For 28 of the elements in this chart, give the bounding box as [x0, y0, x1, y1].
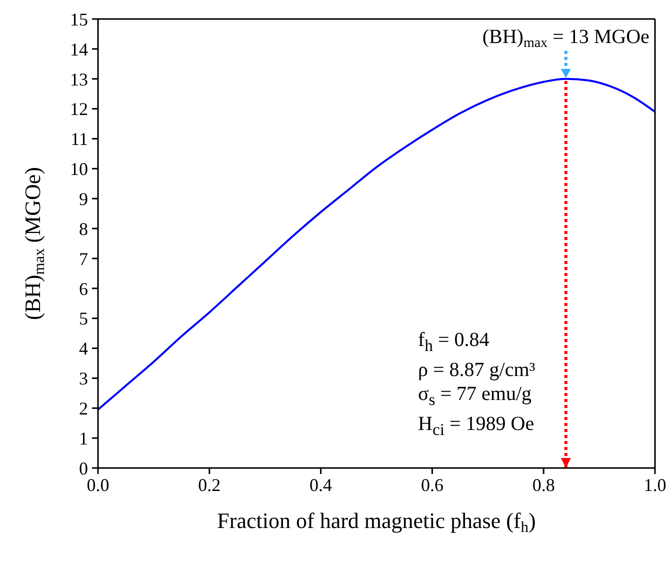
- y-tick-label: 12: [70, 99, 88, 120]
- y-tick-label: 2: [79, 398, 88, 419]
- y-tick-label: 0: [79, 458, 88, 478]
- annotation: (BH)$_{max}$ = 13 MGOe: [482, 26, 650, 50]
- annotation: f$_{h}$ = 0.84: [418, 328, 490, 357]
- annotation: σ$_{s}$ = 77 emu/g: [418, 382, 533, 411]
- x-tick-label: 0.2: [198, 474, 221, 495]
- y-tick-label: 1: [79, 428, 88, 448]
- y-tick-label: 14: [70, 39, 88, 60]
- annotation: ρ = 8.87 g/cm³: [418, 358, 536, 382]
- y-tick-label: 15: [70, 9, 88, 30]
- y-tick-label: 8: [79, 218, 88, 239]
- x-axis-title: Fraction of hard magnetic phase (f$_{h}$): [217, 508, 536, 536]
- annotation: H$_{ci}$ = 1989 Oe: [418, 412, 536, 441]
- y-tick-label: 7: [79, 248, 88, 269]
- y-tick-label: 13: [70, 69, 88, 90]
- y-tick-label: 4: [79, 338, 88, 359]
- x-tick-label: 1.0: [644, 474, 666, 495]
- y-tick-label: 6: [79, 278, 88, 299]
- x-tick-label: 0.8: [532, 474, 555, 495]
- x-tick-label: 0.4: [310, 474, 332, 495]
- y-tick-label: 5: [79, 308, 88, 329]
- y-tick-label: 11: [70, 129, 88, 150]
- y-tick-label: 9: [79, 188, 88, 209]
- y-tick-label: 10: [70, 159, 88, 180]
- x-tick-label: 0.6: [420, 474, 444, 495]
- y-tick-label: 3: [79, 368, 88, 389]
- x-tick-label: 0.0: [86, 474, 110, 495]
